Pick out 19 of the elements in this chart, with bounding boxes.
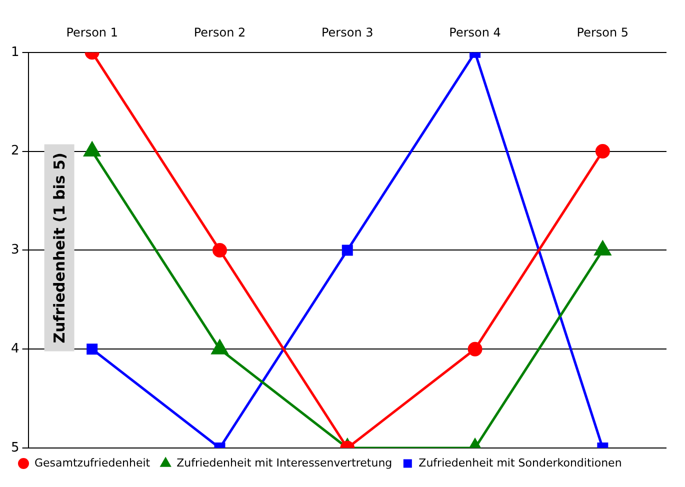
- y-tick-label: 4: [10, 341, 20, 356]
- point: [342, 244, 353, 256]
- legend-label: Zufriedenheit mit Sonderkonditionen: [418, 456, 622, 470]
- y-tick-label: 2: [10, 144, 20, 159]
- y-tick-label: 5: [10, 440, 20, 456]
- y-tick-label: 3: [10, 242, 20, 258]
- x-tick-label: Person 2: [194, 25, 246, 40]
- point: [212, 340, 228, 354]
- x-tick-label: Person 3: [321, 25, 374, 40]
- point: [468, 342, 482, 356]
- point: [212, 242, 227, 258]
- legend-label: Zufriedenheit mit Interessenvertretung: [176, 456, 392, 470]
- legend-label: Gesamtzufriedenheit: [34, 456, 151, 470]
- point: [595, 144, 610, 159]
- x-tick-label: Person 5: [576, 25, 629, 40]
- x-tick-label: Person 1: [66, 25, 118, 40]
- y-tick-label: 1: [10, 44, 20, 60]
- y-axis-title: Zufriedenheit (1 bis 5): [44, 144, 74, 352]
- x-tick-label: Person 4: [449, 25, 501, 40]
